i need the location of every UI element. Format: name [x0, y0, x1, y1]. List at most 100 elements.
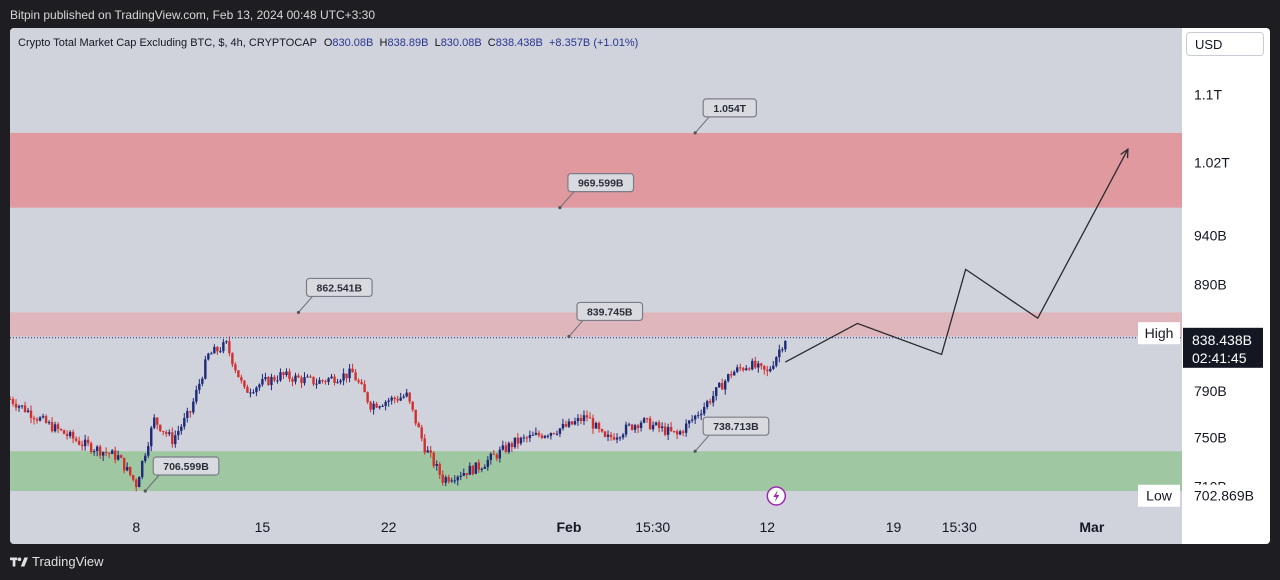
candle: [252, 389, 255, 394]
price-callout[interactable]: 706.599B: [143, 456, 220, 493]
candle: [528, 430, 532, 443]
candle: [666, 423, 670, 441]
candle: [489, 452, 493, 465]
callout-label: 738.713B: [713, 421, 759, 433]
candle: [654, 421, 658, 426]
price-callout[interactable]: 969.599B: [558, 173, 635, 210]
candle: [633, 423, 637, 434]
candle: [104, 447, 108, 457]
candle: [279, 368, 282, 382]
candle: [381, 404, 384, 407]
candle: [249, 388, 252, 398]
candle: [724, 379, 727, 395]
candle: [727, 373, 730, 383]
price-callout[interactable]: 738.713B: [693, 416, 770, 453]
candle: [432, 451, 435, 469]
low-label: L: [434, 37, 441, 49]
candle: [119, 454, 123, 459]
candle: [26, 407, 30, 413]
tradingview-brand: TradingView: [32, 554, 104, 569]
candle: [663, 422, 667, 437]
candle: [171, 427, 174, 448]
ohlc-values: O830.08B H838.89B L830.08B C838.438B +8.…: [324, 37, 638, 49]
callout-label: 862.541B: [317, 282, 363, 294]
candle: [642, 417, 646, 424]
axis-tag-label: High: [1145, 325, 1174, 341]
projection-path[interactable]: [785, 148, 1129, 363]
candle: [153, 414, 156, 430]
tradingview-logo[interactable]: TradingView: [10, 554, 104, 569]
candle: [240, 374, 243, 384]
candle: [210, 351, 213, 355]
candle: [435, 460, 438, 471]
lightning-icon[interactable]: [766, 486, 787, 506]
callout-label: 1.054T: [713, 103, 746, 115]
footer-bar: TradingView: [0, 544, 1280, 580]
candle: [396, 395, 399, 403]
candle: [447, 474, 450, 484]
candle: [558, 427, 562, 438]
candle: [600, 428, 604, 433]
candle: [660, 422, 664, 432]
candle: [192, 398, 195, 415]
candle: [300, 375, 303, 389]
candle: [669, 422, 673, 432]
candle: [715, 387, 718, 401]
candle: [672, 430, 676, 434]
candle: [618, 436, 622, 441]
x-tick-label: Mar: [1079, 519, 1104, 535]
candle: [549, 432, 553, 440]
candle: [309, 374, 312, 379]
price-callout[interactable]: 1.054T: [693, 98, 757, 135]
candle: [603, 430, 607, 438]
candle: [507, 441, 511, 455]
candle: [29, 405, 33, 424]
candle: [276, 375, 279, 384]
candle: [291, 376, 294, 387]
candle: [129, 466, 132, 477]
axis-tag-low: Low 702.869B: [1138, 484, 1269, 507]
candle: [754, 356, 757, 369]
candle: [408, 392, 411, 405]
candle: [32, 415, 36, 425]
candle: [486, 456, 490, 471]
candle: [98, 444, 102, 459]
price-chart[interactable]: 1.054T 969.599B 862.541B 839.745B 738.713B 70…: [10, 28, 1270, 544]
candle: [468, 462, 471, 475]
candle: [330, 373, 333, 379]
candle: [384, 400, 387, 411]
chart-frame[interactable]: 1.054T 969.599B 862.541B 839.745B 738.713B 70…: [10, 28, 1270, 544]
candle: [89, 441, 93, 454]
candle: [492, 449, 496, 455]
tradingview-logo-icon: [10, 557, 28, 566]
candle: [267, 375, 270, 386]
candle: [159, 424, 162, 433]
candle: [612, 433, 616, 441]
candle: [324, 379, 327, 385]
y-axis-labels: 1.1T1.02T940B890B790B750B710BHigh842.768…: [1138, 87, 1269, 507]
candle: [222, 338, 225, 354]
x-axis-labels: 8 15 22 Feb 15:30 12 19 15:30 Mar: [132, 519, 1105, 535]
candle: [450, 477, 453, 483]
candle: [315, 378, 318, 389]
candle: [615, 433, 619, 444]
price-callout[interactable]: 839.745B: [567, 301, 644, 339]
candle: [751, 358, 754, 371]
candle: [712, 390, 715, 407]
candle: [168, 429, 171, 437]
candle: [399, 392, 402, 402]
candle: [781, 347, 784, 353]
candle: [71, 429, 75, 444]
price-axis[interactable]: [1182, 28, 1270, 544]
candle: [510, 441, 514, 453]
close-label: C: [487, 37, 496, 49]
candle: [537, 430, 541, 438]
candle: [733, 370, 736, 376]
candle: [65, 430, 69, 440]
candle: [438, 461, 441, 479]
currency-button[interactable]: USD: [1186, 32, 1264, 56]
candle: [195, 385, 198, 405]
last-price-badge: 838.438B 02:41:45: [1183, 327, 1263, 368]
candle: [705, 399, 709, 410]
price-callout[interactable]: 862.541B: [296, 277, 373, 315]
